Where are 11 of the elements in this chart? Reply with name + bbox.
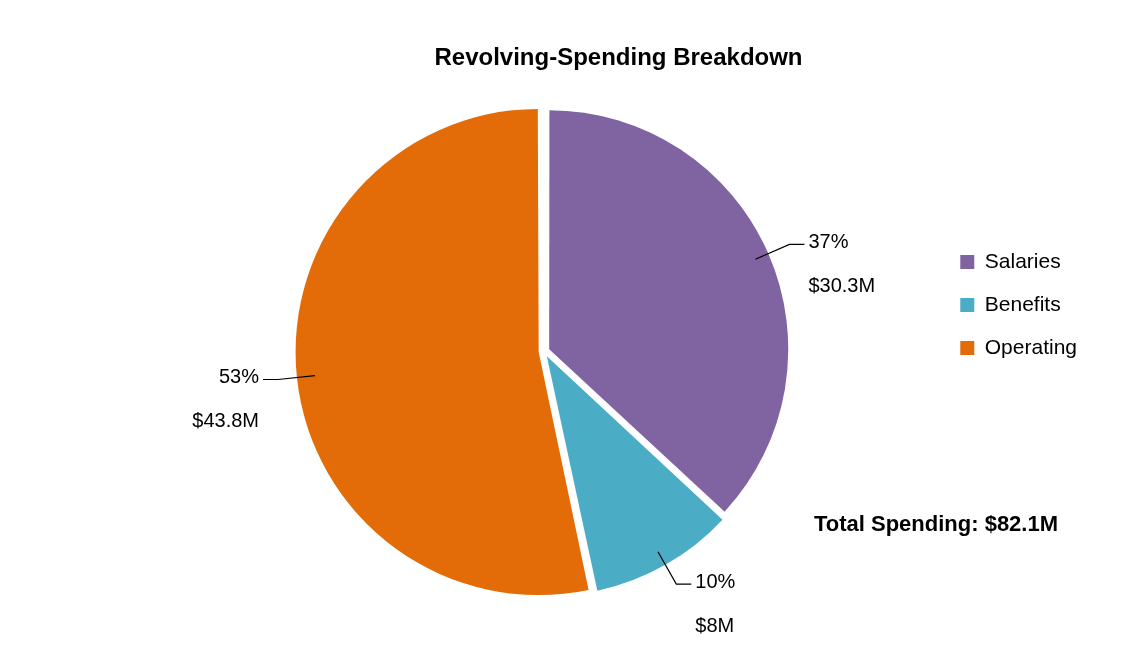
data-label: $43.8M xyxy=(192,409,260,432)
chart-title: Revolving-Spending Breakdown xyxy=(434,43,803,71)
legend-label: Salaries xyxy=(984,248,1061,272)
data-label: $8M xyxy=(695,613,735,636)
text: 53% xyxy=(218,365,260,388)
data-label: $30.3M xyxy=(808,273,876,296)
text: Total Spending: $82.1M xyxy=(813,511,1059,537)
legend-label: Benefits xyxy=(984,291,1061,315)
legend-label: Operating xyxy=(984,334,1078,358)
text: 10% xyxy=(695,569,736,592)
text: 37% xyxy=(808,229,849,252)
